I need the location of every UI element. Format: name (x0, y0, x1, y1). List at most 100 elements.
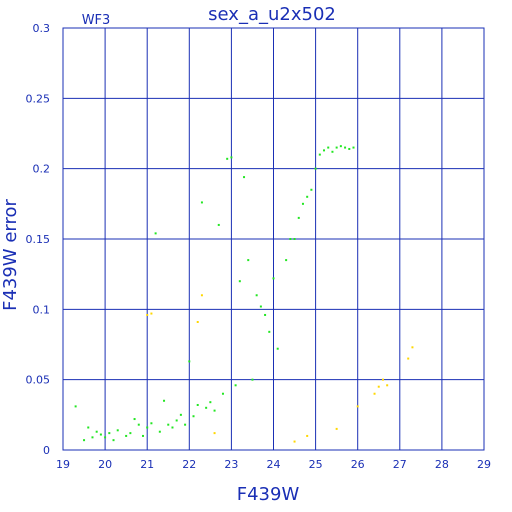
data-point (74, 405, 77, 408)
data-point (146, 426, 149, 429)
data-point (175, 419, 178, 422)
data-point (310, 188, 313, 191)
data-point (335, 146, 338, 149)
y-tick-label: 0.2 (33, 163, 51, 176)
data-point (125, 434, 128, 437)
y-tick-label: 0.15 (26, 233, 51, 246)
y-tick-labels: 0 0.05 0.1 0.15 0.2 0.25 0.3 (26, 22, 51, 457)
y-tick-label: 0.25 (26, 92, 51, 105)
y-axis-label: F439W error (0, 199, 21, 311)
data-point (200, 294, 203, 297)
data-point (108, 432, 111, 435)
data-point (188, 360, 191, 363)
data-point (272, 277, 275, 280)
data-point (213, 409, 216, 412)
data-point (306, 195, 309, 198)
data-points (74, 145, 414, 443)
x-axis-label: F439W (237, 484, 300, 505)
data-point (154, 232, 157, 235)
data-point (200, 201, 203, 204)
data-point (87, 426, 90, 429)
data-point (83, 439, 86, 442)
y-tick-label: 0 (43, 444, 50, 457)
data-point (331, 150, 334, 153)
data-point (335, 427, 338, 430)
data-point (179, 413, 182, 416)
y-tick-label: 0.05 (26, 374, 51, 387)
data-point (339, 145, 342, 148)
chart-title: sex_a_u2x502 (208, 4, 336, 25)
data-point (184, 423, 187, 426)
data-point (234, 384, 237, 387)
data-point (104, 436, 107, 439)
data-point (259, 305, 262, 308)
data-point (171, 426, 174, 429)
data-point (356, 405, 359, 408)
data-point (116, 429, 119, 432)
data-point (323, 149, 326, 152)
x-tick-label: 23 (224, 458, 238, 471)
data-point (289, 238, 292, 240)
data-point (133, 418, 136, 421)
data-point (386, 384, 389, 387)
data-point (344, 146, 347, 149)
data-point (163, 399, 166, 402)
data-point (230, 156, 233, 159)
data-point (276, 347, 279, 350)
x-tick-label: 21 (140, 458, 154, 471)
x-tick-label: 28 (435, 458, 449, 471)
x-tick-label: 19 (56, 458, 70, 471)
data-point (268, 330, 271, 333)
x-tick-label: 25 (309, 458, 323, 471)
data-point (91, 436, 94, 439)
data-point (95, 430, 98, 433)
data-point (137, 423, 140, 426)
y-tick-label: 0.1 (33, 303, 51, 316)
data-point (285, 259, 288, 262)
data-point (407, 357, 410, 360)
data-point (301, 202, 304, 205)
data-point (381, 378, 384, 381)
data-point (150, 312, 153, 315)
x-tick-label: 24 (267, 458, 281, 471)
data-point (150, 422, 153, 425)
x-tick-labels: 19 20 21 22 23 24 25 26 27 28 29 (56, 458, 491, 471)
data-point (411, 346, 414, 349)
data-point (247, 259, 250, 262)
data-point (377, 385, 380, 388)
x-tick-label: 29 (477, 458, 491, 471)
data-point (293, 238, 296, 240)
data-point (221, 392, 224, 395)
data-point (243, 176, 246, 179)
data-point (158, 430, 161, 433)
data-point (352, 146, 355, 149)
data-point (348, 147, 351, 150)
data-point (141, 434, 144, 437)
data-point (327, 146, 330, 149)
data-point (314, 167, 317, 170)
data-point (209, 401, 212, 404)
data-point (217, 223, 220, 226)
data-point (129, 432, 132, 435)
y-tick-label: 0.3 (33, 22, 51, 35)
plot-frame (62, 27, 485, 451)
data-point (318, 153, 321, 156)
data-point (373, 392, 376, 395)
data-point (251, 378, 254, 381)
data-point (255, 294, 258, 297)
data-point (112, 439, 115, 442)
data-point (196, 320, 199, 323)
data-point (213, 432, 216, 435)
data-point (192, 415, 195, 418)
data-point (306, 434, 309, 437)
data-point (99, 433, 102, 436)
data-point (297, 216, 300, 219)
data-point (293, 440, 296, 443)
data-point (264, 313, 267, 316)
x-tick-label: 27 (393, 458, 407, 471)
panel-label: WF3 (82, 13, 111, 28)
x-tick-label: 26 (351, 458, 365, 471)
data-point (196, 403, 199, 406)
x-tick-label: 22 (182, 458, 196, 471)
